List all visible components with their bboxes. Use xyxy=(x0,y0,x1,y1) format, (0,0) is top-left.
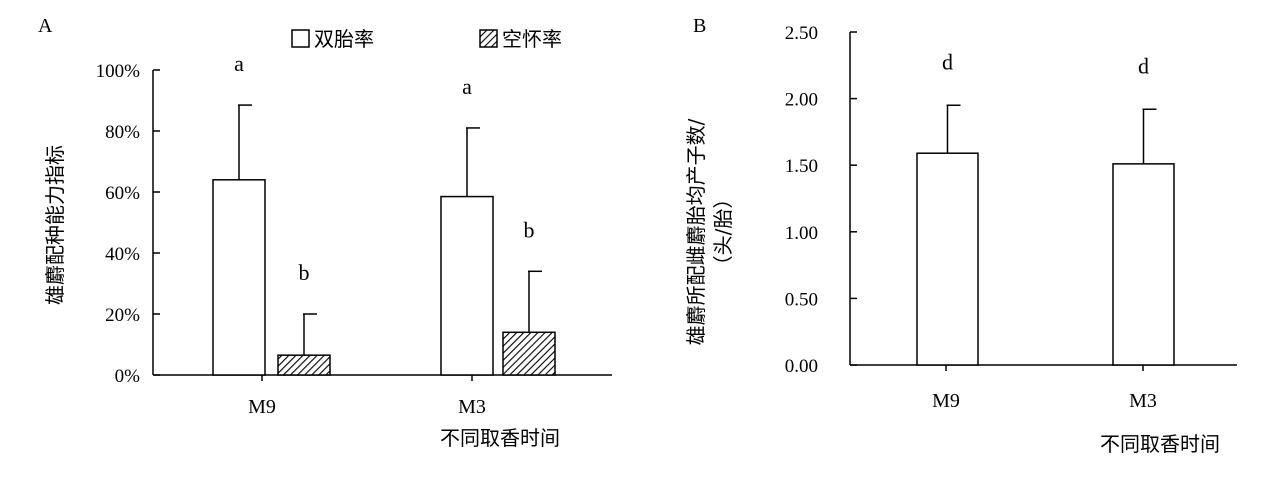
legend-label-twin: 双胎率 xyxy=(314,27,374,51)
x-tick-label-b: M3 xyxy=(1129,390,1157,412)
bar-a-m9-s1 xyxy=(277,354,331,376)
significance-label-a: a xyxy=(462,74,472,99)
x-tick-label-a: M3 xyxy=(458,396,486,418)
legend-swatch-empty xyxy=(479,29,498,48)
y-tick-label-b: 1.00 xyxy=(785,223,818,244)
y-tick-label-a: 0% xyxy=(115,366,141,387)
y-tick-label-a: 20% xyxy=(105,305,140,326)
bars-b: M9 d M3 d xyxy=(916,49,1175,412)
y-tick-label-a: 60% xyxy=(105,183,140,204)
legend-swatch-twin xyxy=(291,29,310,48)
y-tick-label-b: 0.50 xyxy=(785,289,818,310)
x-axis-label-b: 不同取香时间 xyxy=(1100,432,1220,456)
y-tick-label-b: 2.00 xyxy=(785,90,818,111)
panel-label-a: A xyxy=(38,15,53,37)
y-axis-label-a: 雄麝配种能力指标 xyxy=(43,145,67,305)
y-axis-label-b-unit: （头/胎） xyxy=(711,189,735,276)
significance-label-b: d xyxy=(942,49,953,74)
significance-label-b: d xyxy=(1138,53,1149,78)
legend-a: 双胎率 空怀率 xyxy=(291,27,562,51)
significance-label-a: b xyxy=(299,260,310,285)
chart-a: A 双胎率 空怀率 雄麝配种能力指标 不同取香时间 0% 20% 40% 60% 80%… xyxy=(38,15,612,450)
bar-b-m9-s0 xyxy=(916,152,979,366)
x-tick-label-b: M9 xyxy=(932,390,960,412)
x-axis-label-a: 不同取香时间 xyxy=(440,426,560,450)
legend-label-empty: 空怀率 xyxy=(502,27,562,51)
x-tick-label-a: M9 xyxy=(248,396,276,418)
bar-a-m3-s0 xyxy=(440,195,494,376)
significance-label-a: a xyxy=(234,51,244,76)
y-tick-label-a: 100% xyxy=(96,61,141,82)
y-ticks-b: 0.00 0.50 1.00 1.50 2.00 2.50 xyxy=(785,23,857,377)
y-tick-label-a: 40% xyxy=(105,244,140,265)
y-tick-label-b: 0.00 xyxy=(785,356,818,377)
bar-a-m9-s0 xyxy=(212,179,266,376)
y-ticks-a: 0% 20% 40% 60% 80% 100% xyxy=(96,61,160,387)
y-tick-label-b: 2.50 xyxy=(785,23,818,44)
bar-b-m3-s0 xyxy=(1112,163,1175,366)
y-axis-label-b: 雄麝所配雌麝胎均产子数/ xyxy=(684,118,708,345)
bars-a: M9 a b M3 a b xyxy=(212,51,556,418)
chart-b: B 雄麝所配雌麝胎均产子数/ （头/胎） 不同取香时间 0.00 0.50 1.00… xyxy=(684,15,1237,456)
y-tick-label-a: 80% xyxy=(105,122,140,143)
bar-a-m3-s1 xyxy=(502,331,556,376)
y-tick-label-b: 1.50 xyxy=(785,156,818,177)
significance-label-a: b xyxy=(524,217,535,242)
panel-label-b: B xyxy=(693,15,706,37)
